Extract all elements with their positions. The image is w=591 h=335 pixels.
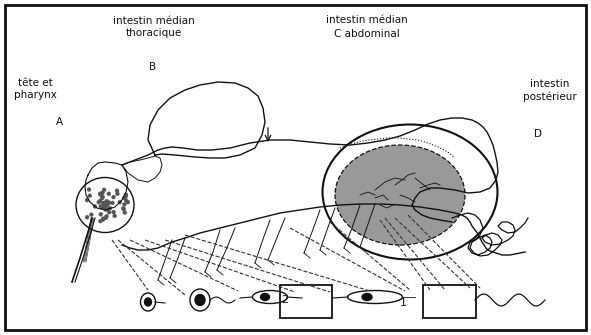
Ellipse shape [105,214,109,218]
Ellipse shape [99,192,103,196]
Ellipse shape [102,217,105,221]
Ellipse shape [121,206,125,210]
Bar [423,285,476,318]
Ellipse shape [112,210,115,214]
Ellipse shape [112,195,115,199]
Ellipse shape [100,205,105,209]
Ellipse shape [195,294,205,306]
Ellipse shape [113,214,116,218]
Ellipse shape [323,125,498,260]
Ellipse shape [89,213,93,217]
Text: A: A [56,117,63,127]
Ellipse shape [87,188,91,192]
Text: intestin médian: intestin médian [326,15,407,25]
Ellipse shape [115,189,119,193]
Ellipse shape [115,192,119,196]
Bar [280,285,332,318]
Text: B: B [149,62,156,72]
Ellipse shape [107,201,111,205]
Ellipse shape [126,200,130,204]
Ellipse shape [101,201,105,205]
Ellipse shape [335,145,465,245]
Ellipse shape [362,293,372,300]
Ellipse shape [98,192,102,196]
Text: intestin
postérieur: intestin postérieur [523,79,576,102]
Ellipse shape [122,207,126,211]
Ellipse shape [99,204,103,208]
Ellipse shape [102,202,106,206]
Ellipse shape [85,198,89,202]
Ellipse shape [122,202,126,206]
Ellipse shape [145,298,151,306]
Ellipse shape [103,205,107,209]
Text: 1: 1 [400,298,407,308]
Ellipse shape [98,219,102,223]
Ellipse shape [105,199,109,203]
Ellipse shape [103,207,108,211]
Ellipse shape [124,199,128,203]
Ellipse shape [100,205,104,209]
Ellipse shape [261,293,269,300]
Ellipse shape [104,216,108,220]
Ellipse shape [123,211,127,215]
Ellipse shape [102,201,106,205]
Ellipse shape [106,207,109,211]
Text: intestin médian
thoracique: intestin médian thoracique [113,16,194,38]
Ellipse shape [105,200,109,204]
Ellipse shape [102,188,106,192]
Ellipse shape [93,204,97,208]
Ellipse shape [100,195,105,199]
Ellipse shape [103,201,107,205]
Ellipse shape [100,196,104,200]
Text: tête et
pharynx: tête et pharynx [14,78,57,99]
Text: 2: 2 [281,295,288,305]
Ellipse shape [107,192,111,196]
Ellipse shape [98,192,102,196]
Ellipse shape [124,193,128,197]
Text: D: D [534,129,542,139]
Ellipse shape [85,215,89,219]
Ellipse shape [88,194,92,198]
Ellipse shape [106,203,109,207]
Ellipse shape [111,201,115,205]
Ellipse shape [124,194,128,198]
Ellipse shape [76,178,134,232]
Ellipse shape [101,217,105,221]
Ellipse shape [118,200,122,204]
Ellipse shape [98,199,102,203]
Ellipse shape [97,200,100,204]
Text: C abdominal: C abdominal [333,28,400,39]
Ellipse shape [108,206,112,210]
Ellipse shape [107,210,111,214]
Ellipse shape [99,212,103,216]
Ellipse shape [100,191,105,195]
Ellipse shape [122,196,126,200]
Ellipse shape [102,204,106,208]
